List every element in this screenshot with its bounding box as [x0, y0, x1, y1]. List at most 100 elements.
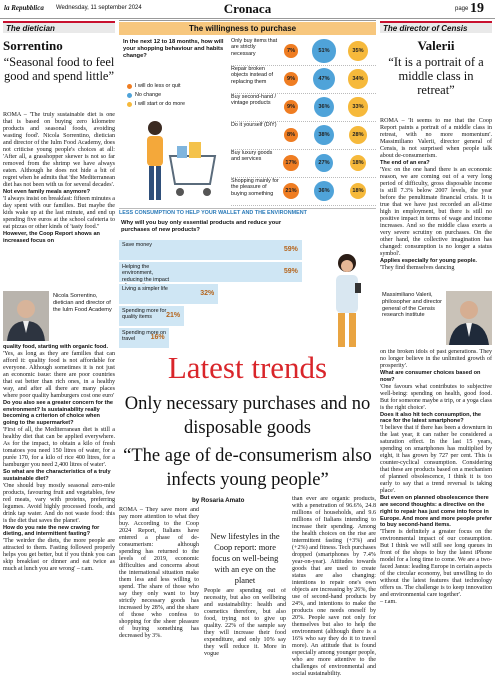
bar-value-label: 32%: [200, 290, 215, 297]
value-bubble: [284, 72, 298, 86]
value-label: 27%: [318, 159, 330, 166]
row-label: Only buy items that are strictly necessa…: [231, 38, 278, 57]
article-column: ROMA – They save more and pay more atten…: [119, 507, 199, 639]
bar-value-label: 21%: [166, 312, 181, 319]
paragraph: 'First of all, the Mediterranean diet is…: [3, 426, 115, 468]
infographic-title: The willingness to purchase: [119, 22, 376, 35]
row-label: Do it yourself (DIY): [231, 122, 277, 128]
bar: [119, 306, 185, 326]
value-label: 7%: [286, 47, 296, 54]
paragraph: 'Yes: on the one hand there is an econom…: [380, 166, 492, 257]
question: What are consumer choices based on now?: [380, 370, 481, 383]
question: However, the Coop Report shows an increa…: [3, 230, 100, 244]
row-divider: [231, 177, 376, 178]
bar: [119, 240, 302, 260]
kicker: Latest trends: [167, 350, 328, 385]
legend-label: I will start or do more: [135, 101, 186, 107]
legend-label: No change: [135, 92, 162, 98]
bar-label: Spending more for quality items: [122, 308, 167, 321]
bar-value-label: 16%: [150, 334, 165, 341]
bar: [119, 262, 302, 282]
value-bubble: [350, 183, 366, 199]
paragraph: 'There is definitely a greater focus on …: [380, 529, 492, 599]
question: Not even family meals anymore?: [3, 189, 91, 195]
bar-label: Save money: [122, 242, 152, 248]
date: Wednesday, 11 september 2024: [56, 5, 142, 11]
value-label: 28%: [352, 131, 364, 138]
illustration: [336, 254, 361, 347]
byline: by Rosaria Amato: [192, 497, 245, 504]
bar-value-label: 59%: [283, 268, 298, 275]
value-bubble: [284, 128, 298, 142]
page-header: la Repubblica Wednesday, 11 september 20…: [0, 0, 495, 19]
paragraph: 'They find themselves dancing: [380, 264, 455, 271]
legend-swatch: [127, 84, 132, 89]
bar-label: Spending more on travel: [122, 330, 167, 343]
row-divider: [231, 93, 376, 94]
question: The end of an era?: [380, 160, 430, 166]
value-bubble: [312, 39, 336, 63]
question: But even on planned obsolescence there a…: [380, 495, 492, 529]
row-label: Repair broken objects instead of replaci…: [231, 66, 273, 85]
article-column: People are spending out of necessity, bu…: [204, 588, 286, 657]
value-bubble: [348, 97, 368, 117]
article-pull-quote: New lifestyles in the Coop report: more …: [210, 532, 280, 585]
paragraph: 'One favours what contributes to subject…: [380, 383, 492, 411]
paragraph: – r.am.: [380, 599, 397, 606]
paragraph: 'The weirder the diets, the more people …: [3, 538, 115, 573]
legend-swatch: [127, 102, 132, 107]
interview-label: The director of Censis: [380, 21, 492, 33]
value-bubble: [348, 69, 368, 89]
row-label: Buy second-hand / vintage products: [231, 94, 276, 107]
row-divider: [231, 65, 376, 66]
bar-value-label: 59%: [283, 246, 298, 253]
paragraph: ROMA – 'It seems to me that the Coop Rep…: [380, 118, 492, 159]
question: quality food, starting with organic food…: [3, 344, 109, 350]
paragraph: 'I always insist on breakfast: fifteen m…: [3, 195, 115, 230]
question: Applies especially for young people.: [380, 257, 477, 264]
paragraph: 'I believe that if there has been a down…: [380, 425, 492, 495]
value-bubble: [282, 182, 300, 200]
legend-swatch: [127, 93, 132, 98]
bar: [119, 328, 169, 348]
question: Does it also hit tech consumption, the r…: [380, 411, 482, 425]
infographic-caption: LESS CONSUMPTION TO HELP YOUR WALLET AND…: [119, 208, 376, 218]
value-bubble: [315, 154, 333, 172]
section: Cronaca: [223, 1, 272, 16]
photo-caption: Massimiliano Valerii, philosopher and di…: [382, 292, 443, 319]
value-label: 9%: [286, 75, 296, 82]
interview-text: quality food, starting with organic food…: [3, 344, 115, 678]
row-divider: [231, 205, 376, 206]
value-bubble: [313, 124, 335, 146]
interviewee-name: Valerii: [417, 38, 455, 53]
paragraph: on the broken idols of past generations.…: [380, 349, 492, 369]
value-bubble: [284, 44, 298, 58]
value-label: 18%: [352, 187, 364, 194]
photo-caption: Nicola Sorrentino, dietician and directo…: [53, 293, 112, 313]
page-number: 19: [470, 1, 484, 16]
portrait-photo: [3, 291, 49, 341]
value-label: 33%: [352, 103, 364, 110]
row-divider: [231, 149, 376, 150]
legend-label: I will do less or quit: [135, 83, 181, 89]
value-bubble: [350, 155, 366, 171]
value-label: 18%: [352, 159, 364, 166]
interview-text: ROMA – 'The truly sustainable diet is on…: [3, 112, 115, 288]
value-label: 34%: [352, 75, 364, 82]
bar: [119, 284, 219, 304]
subheadline: “The age of de-consumerism also infects …: [123, 446, 372, 490]
value-bubble: [312, 67, 336, 91]
value-bubble: [348, 41, 368, 61]
interview-text: ROMA – 'It seems to me that the Coop Rep…: [380, 118, 492, 288]
value-label: 36%: [318, 103, 330, 110]
survey-question: Why will you buy only essential products…: [121, 220, 282, 233]
value-label: 36%: [318, 187, 330, 194]
newspaper-name: la Repubblica: [4, 4, 44, 12]
interviewee-name: Sorrentino: [3, 38, 63, 53]
value-label: 8%: [286, 131, 296, 138]
value-bubble: [284, 100, 298, 114]
bar-label: Living a simpler life: [122, 286, 168, 292]
interview-text: on the broken idols of past generations.…: [380, 349, 492, 678]
value-label: 21%: [285, 187, 297, 194]
